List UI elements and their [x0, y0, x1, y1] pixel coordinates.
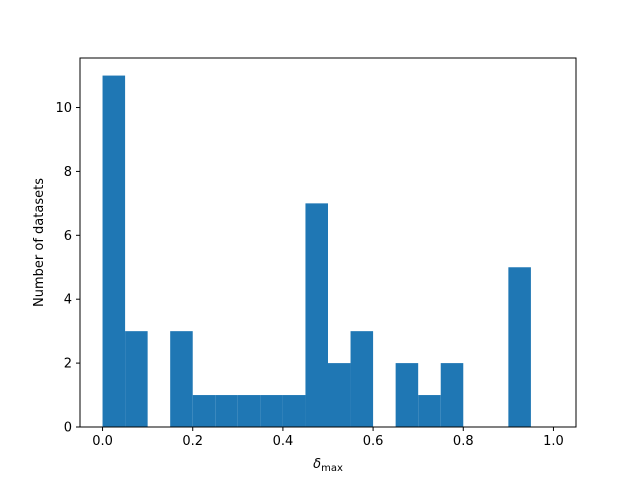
plot-frame [79, 57, 577, 428]
y-tick-label: 2 [64, 357, 72, 372]
x-axis-label: δmax [313, 457, 343, 474]
y-tick-label: 4 [64, 293, 72, 308]
y-tick-label: 8 [64, 165, 72, 180]
histogram-bar-10 [328, 363, 351, 427]
histogram-bar-9 [305, 203, 328, 427]
histogram-bar-4 [192, 395, 216, 427]
y-tick-label: 6 [64, 229, 72, 244]
y-tick-label: 0 [64, 421, 72, 436]
histogram-bar-3 [170, 331, 193, 427]
x-tick-label: 0.8 [453, 434, 474, 449]
histogram-bar-6 [237, 395, 261, 427]
x-tick-label: 0.6 [363, 434, 384, 449]
histogram-bar-1 [125, 331, 148, 427]
histogram-bar-13 [395, 363, 419, 427]
histogram-bar-0 [102, 75, 126, 428]
histogram-bar-8 [282, 395, 306, 427]
x-axis-ticks: 0.0 0.2 0.4 0.6 0.8 1.0 [92, 427, 564, 449]
histogram-bar-7 [260, 395, 283, 427]
y-tick-label: 10 [55, 101, 72, 116]
x-tick-label: 1.0 [543, 434, 564, 449]
histogram-bar-14 [418, 395, 441, 427]
x-axis-label-subscript: max [321, 463, 343, 474]
histogram-bar-5 [215, 395, 238, 427]
x-tick-label: 0.4 [273, 434, 294, 449]
x-axis-label-main: δ [313, 457, 321, 472]
x-tick-label: 0.2 [182, 434, 203, 449]
y-axis-ticks: 0 2 4 6 8 10 [55, 101, 80, 436]
bars-group [102, 75, 531, 428]
y-axis-label: Number of datasets [32, 178, 47, 307]
histogram-bar-15 [440, 363, 464, 427]
x-tick-label: 0.0 [92, 434, 113, 449]
histogram-bar-11 [350, 331, 374, 427]
histogram-bar-18 [508, 267, 531, 427]
